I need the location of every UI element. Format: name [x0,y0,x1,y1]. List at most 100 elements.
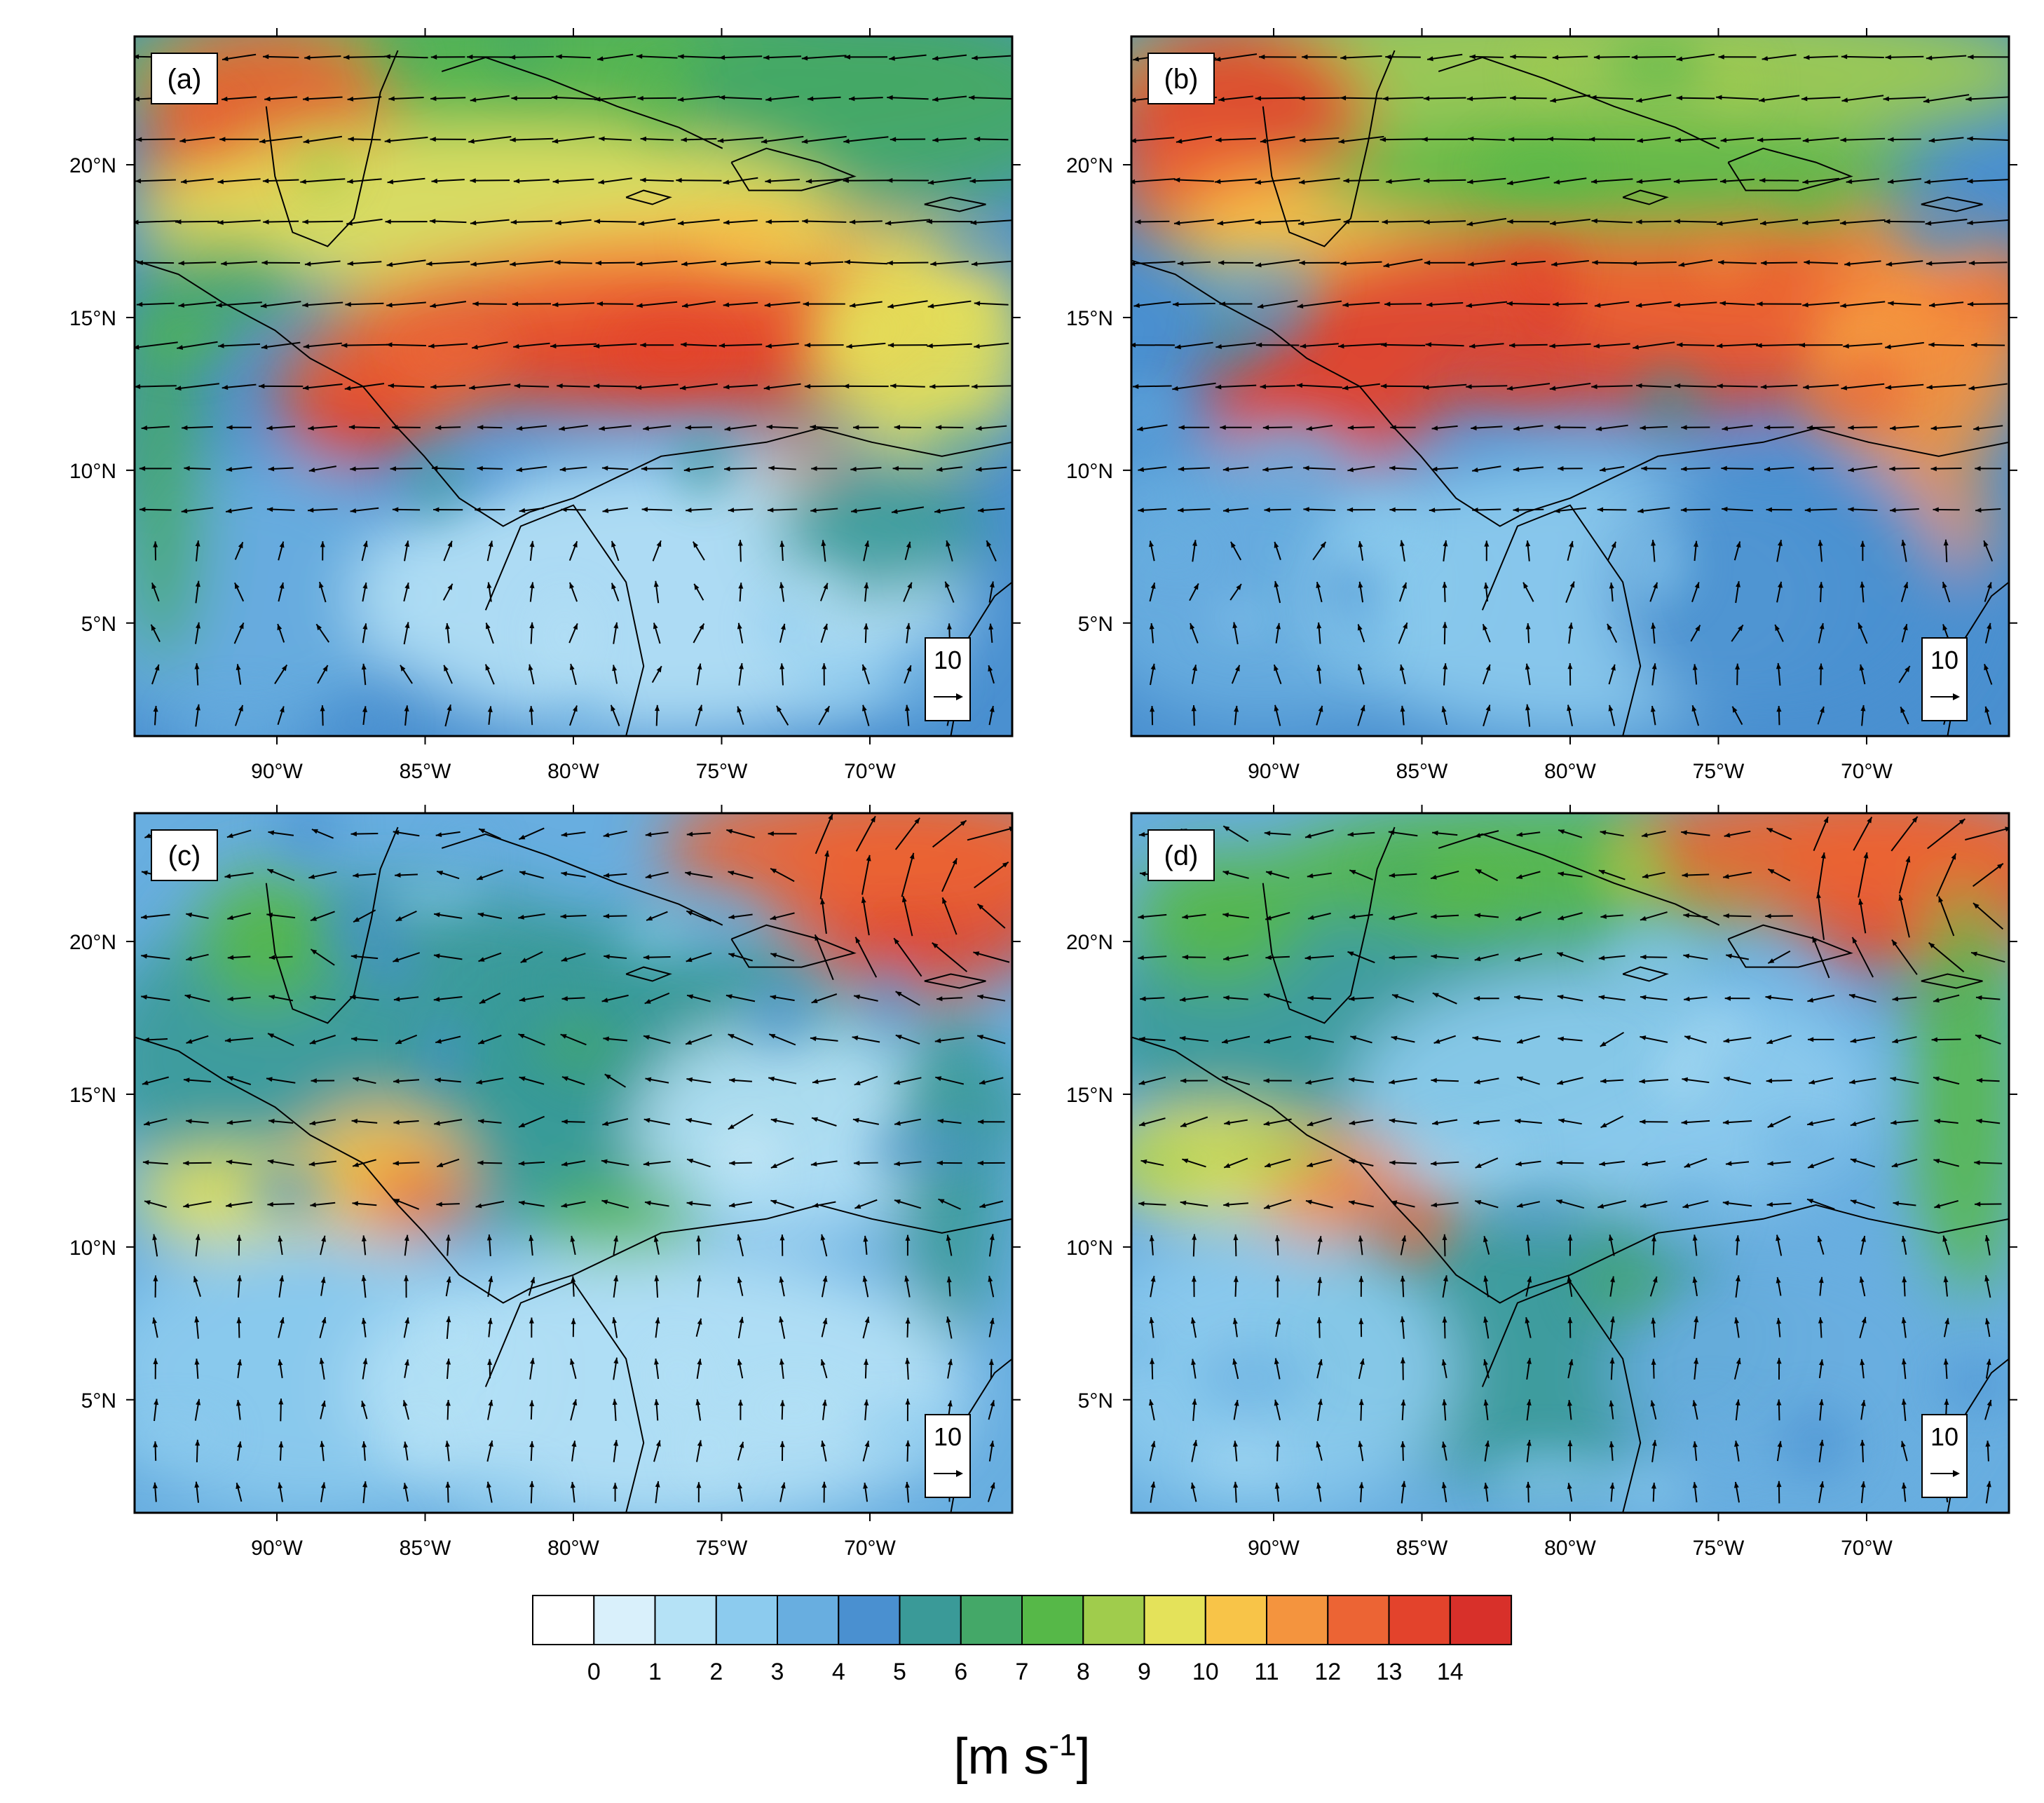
wind-arrow-head [594,97,601,102]
wind-arrow [1214,178,1258,183]
wind-arrow-head [1214,179,1221,184]
wind-arrow-head [350,954,357,959]
wind-arrow-head [152,1234,158,1241]
wind-arrow-head [519,1122,526,1127]
colorbar-swatch [1082,1595,1145,1645]
wind-arrow-head [1924,179,1931,184]
wind-arrow [721,260,761,266]
wind-arrow [1260,136,1295,143]
wind-arrow [1885,341,1924,348]
wind-arrow-head [1262,467,1269,472]
wind-arrow-head [1594,303,1601,308]
wind-arrow-head [260,303,267,308]
reference-vector-key: 10 [925,1414,971,1498]
wind-arrow-head [512,301,519,307]
wind-arrow-head [603,1036,609,1042]
wind-arrow-head [263,54,269,60]
wind-arrow-head [1844,261,1851,267]
wind-arrow-head [475,507,481,512]
wind-arrow-head [487,706,493,712]
wind-arrow [1549,383,1591,390]
wind-arrow-head [139,507,146,512]
wind-arrow-head [1818,582,1824,588]
lon-tick-label: 85°W [400,1537,451,1560]
wind-arrow-head [477,912,484,918]
colorbar-tick-label: 12 [1314,1659,1341,1685]
wind-arrow-head [1892,996,1899,1002]
wind-arrow [1297,300,1342,308]
wind-arrow-head [341,343,348,348]
wind-arrow-head [686,957,693,962]
wind-arrow-head [353,873,359,878]
wind-arrow-head [1180,997,1186,1002]
wind-arrow-head [601,998,608,1003]
wind-arrow-head [738,1399,743,1406]
wind-arrow [1802,137,1839,142]
wind-arrow-head [1140,871,1146,877]
wind-arrow-head [1558,871,1565,877]
wind-arrow-head [823,583,828,590]
wind-arrow [1899,894,1910,938]
wind-arrow-head [346,221,353,226]
wind-arrow-head [267,1202,273,1207]
wind-arrow-head [854,1160,860,1166]
wind-arrow-head [529,582,535,589]
wind-arrow-head [1984,1235,1990,1241]
wind-arrow-head [862,705,867,712]
wind-arrow-head [1651,663,1657,669]
wind-arrow-head [977,994,984,1000]
wind-arrow-head [1642,1161,1649,1166]
wind-arrow-head [1776,1399,1782,1406]
wind-arrow [932,942,968,972]
wind-arrow-head [1526,1358,1532,1364]
wind-arrow-head [699,623,704,630]
wind-arrow-head [279,1275,285,1282]
wind-arrow-head [1905,666,1910,672]
wind-arrow [1590,96,1634,100]
wind-arrow [1467,137,1506,141]
wind-arrow-head [934,508,941,514]
wind-arrow-head [904,705,910,712]
wind-arrow-head [805,261,811,266]
wind-arrow-head [350,466,356,472]
wind-arrow-head [1718,259,1724,265]
wind-arrow-head [179,138,186,144]
lat-tick-label: 15°N [1066,1084,1113,1107]
wind-arrow-head [559,426,565,431]
wind-arrow-head [969,178,976,184]
wind-arrow-head [186,955,193,961]
wind-arrow [1255,259,1300,266]
wind-arrow [1255,177,1300,184]
wind-arrow [941,897,958,935]
wind-arrow-head [404,705,409,712]
wind-arrow-head [1640,1035,1647,1040]
wind-arrow [681,137,717,141]
wind-arrow-head [1726,1161,1732,1166]
wind-arrow-head [1432,830,1438,836]
wind-arrow [1507,176,1550,185]
wind-arrow-head [654,1399,660,1406]
wind-arrow-head [1359,1359,1365,1365]
wind-arrow-head [1358,1482,1364,1488]
wind-arrow [678,55,720,59]
wind-arrow-head [1776,1481,1782,1488]
wind-arrow-head [1222,870,1229,876]
wind-arrow-head [686,911,693,916]
wind-arrow-head [445,1481,451,1488]
wind-arrow-head [765,219,772,224]
wind-arrow-head [852,1117,859,1123]
wind-arrow-head [1318,1359,1323,1366]
wind-arrow-head [737,1277,742,1284]
wind-arrow-head [887,177,893,183]
wind-arrow-head [851,508,857,514]
wind-arrow-head [486,1481,491,1488]
wind-arrow-head [1469,343,1476,349]
wind-arrow [179,137,215,142]
wind-arrow-head [1174,220,1180,226]
wind-arrow-head [384,138,391,144]
wind-arrow-head [726,829,733,834]
wind-arrow-head [1340,261,1347,266]
wind-arrow [1300,343,1339,348]
wind-arrow [1343,179,1379,182]
wind-arrow-head [393,1199,400,1204]
